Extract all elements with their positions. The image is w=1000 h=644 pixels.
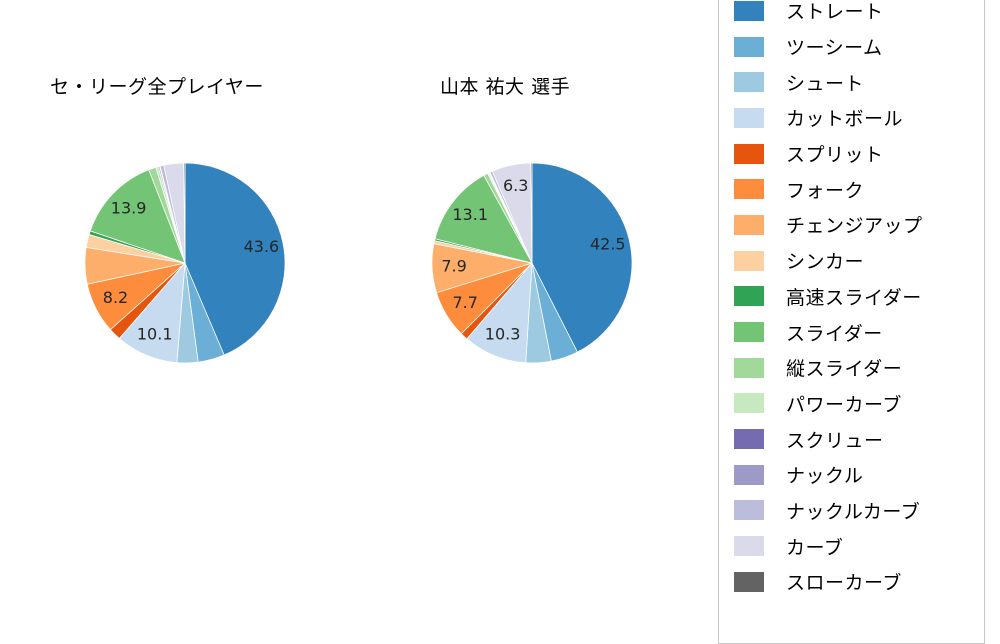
- legend-item: 高速スライダー: [734, 279, 969, 315]
- slice-value-label: 8.2: [103, 288, 128, 307]
- legend-label: スプリット: [786, 144, 884, 167]
- legend-item: カーブ: [734, 528, 969, 564]
- legend-label: カーブ: [786, 536, 844, 559]
- legend-swatch: [734, 179, 764, 200]
- pie-slice-1: [531, 162, 633, 353]
- slice-value-label: 6.3: [503, 176, 528, 195]
- pie-slice-17: [530, 162, 533, 264]
- legend-label: 高速スライダー: [786, 286, 922, 309]
- legend-swatch: [734, 214, 764, 235]
- legend-item: チェンジアップ: [734, 207, 969, 243]
- legend-swatch: [734, 322, 764, 343]
- legend-item: スプリット: [734, 136, 969, 172]
- legend-list: ストレートツーシームシュートカットボール スプリットフォークチェンジアップ シンカー…: [734, 0, 969, 600]
- legend-item: スローカーブ: [734, 564, 969, 600]
- legend-label: 縦スライダー: [786, 358, 903, 381]
- legend-label: ストレート: [786, 1, 884, 24]
- legend-item: スクリュー: [734, 421, 969, 457]
- legend-label: シンカー: [786, 251, 865, 274]
- legend-item: フォーク: [734, 171, 969, 207]
- slice-value-label: 7.7: [452, 293, 477, 312]
- pie-chart-league: 43.6 10.1 8.2 13.9: [84, 162, 286, 364]
- legend-item: シュート: [734, 64, 969, 100]
- slice-value-label: 13.9: [111, 199, 147, 218]
- legend-swatch: [734, 72, 764, 93]
- legend-item: シンカー: [734, 243, 969, 279]
- legend-label: フォーク: [786, 179, 865, 202]
- legend-label: ナックルカーブ: [786, 500, 921, 523]
- legend-swatch: [734, 0, 764, 21]
- legend-item: ナックル: [734, 457, 969, 493]
- legend-item: カットボール: [734, 100, 969, 136]
- pie-slice-1: [184, 162, 286, 356]
- pie-slice-17: [183, 162, 186, 264]
- legend-label: スクリュー: [786, 429, 884, 452]
- legend-swatch: [734, 464, 764, 485]
- legend-item: ツーシーム: [734, 29, 969, 65]
- legend-label: ツーシーム: [786, 37, 883, 60]
- legend-item: ナックルカーブ: [734, 493, 969, 529]
- chart-title-league: セ・リーグ全プレイヤー: [50, 76, 264, 98]
- legend-label: カットボール: [786, 108, 904, 131]
- legend-item: ストレート: [734, 0, 969, 29]
- legend-label: スローカーブ: [786, 572, 902, 595]
- chart-title-player: 山本 祐大 選手: [440, 76, 571, 98]
- slice-value-label: 13.1: [452, 205, 488, 224]
- slice-value-label: 7.9: [441, 257, 466, 276]
- legend-swatch: [734, 429, 764, 450]
- legend-swatch: [734, 393, 764, 414]
- slice-value-label: 10.1: [137, 324, 173, 343]
- legend-swatch: [734, 36, 764, 57]
- legend-swatch: [734, 571, 764, 592]
- legend-swatch: [734, 536, 764, 557]
- legend-item: 縦スライダー: [734, 350, 969, 386]
- legend-swatch: [734, 357, 764, 378]
- legend-swatch: [734, 286, 764, 307]
- slice-value-label: 10.3: [485, 325, 521, 344]
- legend-swatch: [734, 107, 764, 128]
- legend-label: チェンジアップ: [786, 215, 923, 238]
- legend-item: パワーカーブ: [734, 386, 969, 422]
- legend-panel: ストレートツーシームシュートカットボール スプリットフォークチェンジアップ シンカー…: [718, 0, 985, 644]
- legend-swatch: [734, 143, 764, 164]
- pie-chart-player: 42.5 10.3 7.7 7.9 13.1 6.3: [431, 162, 633, 364]
- pie-slice-10: [434, 174, 533, 264]
- legend-swatch: [734, 500, 764, 521]
- legend-label: スライダー: [786, 322, 883, 345]
- legend-label: シュート: [786, 72, 865, 95]
- slice-value-label: 43.6: [244, 237, 280, 256]
- legend-swatch: [734, 250, 764, 271]
- slice-value-label: 42.5: [590, 234, 626, 253]
- legend-item: スライダー: [734, 314, 969, 350]
- legend-label: ナックル: [786, 465, 864, 488]
- pie-slice-10: [89, 169, 186, 264]
- legend-label: パワーカーブ: [786, 393, 902, 416]
